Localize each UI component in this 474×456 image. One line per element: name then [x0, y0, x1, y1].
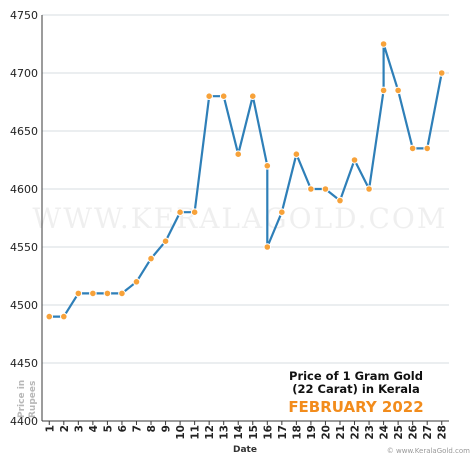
data-point	[74, 289, 83, 298]
data-point	[278, 208, 286, 216]
y-tick-label: 4450	[10, 357, 38, 370]
data-point	[190, 208, 199, 216]
x-tick-label: 21	[335, 425, 347, 440]
x-tick-label: 10	[175, 425, 187, 440]
x-tick-label: 15	[248, 425, 260, 440]
data-point	[423, 144, 431, 153]
y-tick-label: 4600	[10, 183, 38, 196]
x-tick-label: 8	[146, 425, 158, 432]
annotation-line1: Price of 1 Gram Gold	[289, 369, 423, 383]
data-point	[147, 254, 155, 263]
y-axis-tick-labels: 4400 4450 4500 4550 4600 4650 4700 4750	[10, 9, 38, 428]
data-point	[248, 92, 257, 100]
y-tick-label: 4550	[10, 241, 38, 254]
series-line	[49, 42, 443, 318]
x-tick-label: 7	[131, 425, 143, 432]
data-point	[394, 86, 402, 95]
data-point	[234, 150, 243, 158]
data-point	[219, 92, 228, 100]
data-point	[263, 162, 272, 170]
x-axis-title: Date	[233, 445, 257, 455]
x-tick-label: 12	[204, 425, 216, 440]
data-points	[45, 40, 446, 321]
data-point	[263, 243, 272, 251]
x-tick-label: 20	[320, 425, 332, 440]
data-point	[336, 196, 344, 205]
x-tick-label: 22	[350, 425, 362, 440]
x-tick-label: 2	[59, 425, 71, 432]
x-tick-label: 25	[393, 425, 405, 440]
x-tick-label: 4	[88, 425, 100, 432]
x-tick-label: 27	[422, 425, 434, 440]
data-point	[89, 289, 97, 298]
grid-lines	[42, 14, 449, 364]
data-point	[437, 69, 446, 77]
x-tick-label: 19	[306, 425, 318, 440]
data-point	[132, 278, 141, 286]
y-tick-label: 4700	[10, 67, 38, 80]
data-point	[408, 144, 417, 153]
data-point	[45, 312, 54, 321]
data-point	[292, 150, 301, 158]
data-point	[60, 312, 68, 321]
x-tick-label: 23	[364, 425, 376, 440]
data-point	[103, 289, 112, 298]
data-point	[307, 185, 315, 193]
y-tick-label: 4750	[10, 9, 38, 22]
data-point	[350, 156, 359, 164]
data-point	[365, 185, 373, 193]
x-axis-tick-labels: 1 2 3 4 5 6 7 8 9 10 11 12 13 14 15 16 17 18 19 20 21 22 23 24 2…	[44, 421, 449, 440]
y-tick-label: 4650	[10, 125, 38, 138]
x-tick-label: 26	[408, 425, 420, 440]
x-tick-label: 14	[233, 425, 245, 440]
y-axis-title-line1: Price in	[17, 380, 27, 418]
data-point	[379, 86, 388, 95]
credit-text: © www.KeralaGold.com	[387, 447, 470, 455]
x-tick-label: 3	[73, 425, 85, 432]
data-point	[176, 208, 184, 216]
data-point	[161, 237, 170, 245]
annotation-line2: (22 Carat) in Kerala	[292, 382, 419, 396]
x-tick-label: 5	[102, 425, 114, 432]
y-axis-title: Price in Rupees	[17, 380, 38, 418]
x-tick-label: 28	[437, 425, 449, 440]
chart-annotation: Price of 1 Gram Gold (22 Carat) in Keral…	[288, 369, 423, 416]
x-tick-label: 11	[190, 425, 202, 440]
y-tick-label: 4400	[10, 415, 38, 428]
x-tick-label: 6	[117, 425, 129, 432]
x-tick-label: 18	[291, 425, 303, 440]
watermark-text: WWW.KERALAGOLD.COM	[32, 202, 447, 235]
axes	[41, 15, 449, 422]
data-point	[205, 92, 213, 100]
x-tick-label: 16	[262, 425, 274, 440]
x-tick-label: 13	[219, 425, 231, 440]
series-path	[49, 42, 443, 318]
x-tick-label: 24	[379, 425, 391, 440]
x-tick-label: 17	[277, 425, 289, 440]
y-tick-label: 4500	[10, 299, 38, 312]
x-tick-label: 1	[44, 425, 56, 432]
data-point	[379, 40, 388, 48]
data-point	[118, 289, 126, 298]
x-tick-label: 9	[161, 425, 173, 432]
data-point	[321, 185, 330, 193]
annotation-month: FEBRUARY 2022	[288, 398, 423, 416]
y-axis-title-line2: Rupees	[28, 381, 38, 418]
